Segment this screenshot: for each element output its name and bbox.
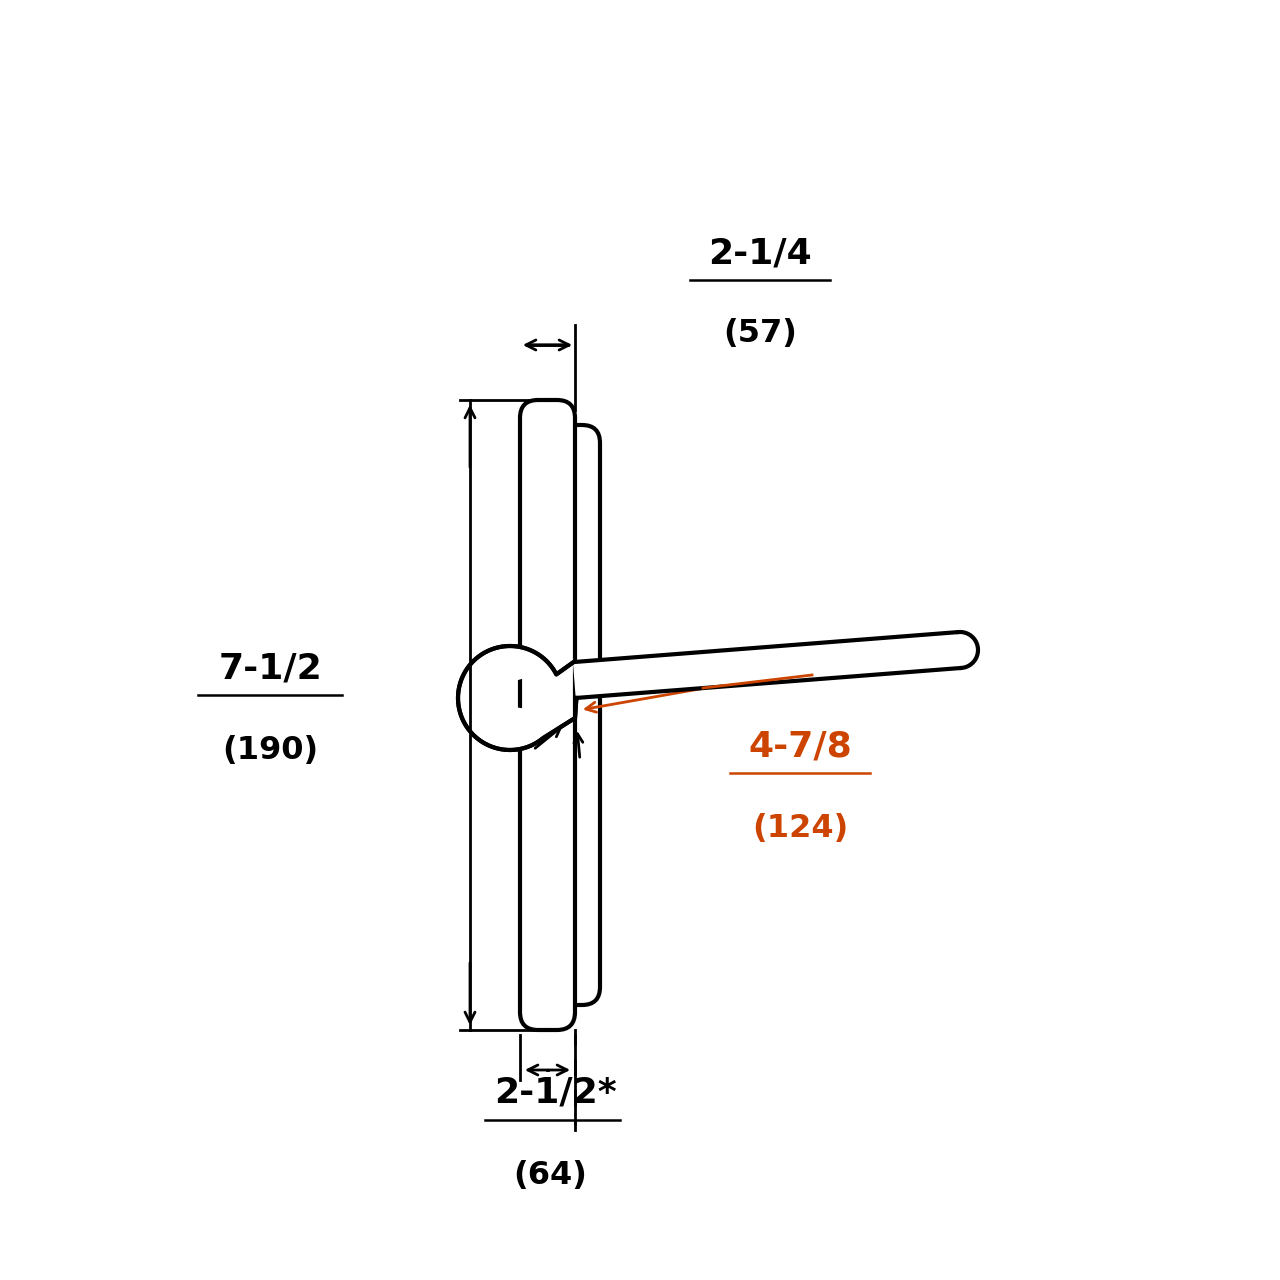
Polygon shape <box>458 646 575 750</box>
Text: (190): (190) <box>221 735 317 765</box>
FancyBboxPatch shape <box>520 399 575 1030</box>
Text: 2-1/2*: 2-1/2* <box>494 1076 617 1110</box>
Text: 4-7/8: 4-7/8 <box>748 730 852 763</box>
Text: 7-1/2: 7-1/2 <box>218 652 321 685</box>
Text: (57): (57) <box>723 317 797 349</box>
FancyBboxPatch shape <box>545 425 600 1005</box>
Text: 2-1/4: 2-1/4 <box>708 236 812 270</box>
Text: (124): (124) <box>751 813 849 844</box>
Text: (64): (64) <box>513 1160 588 1190</box>
Polygon shape <box>959 632 978 668</box>
Polygon shape <box>573 632 961 698</box>
